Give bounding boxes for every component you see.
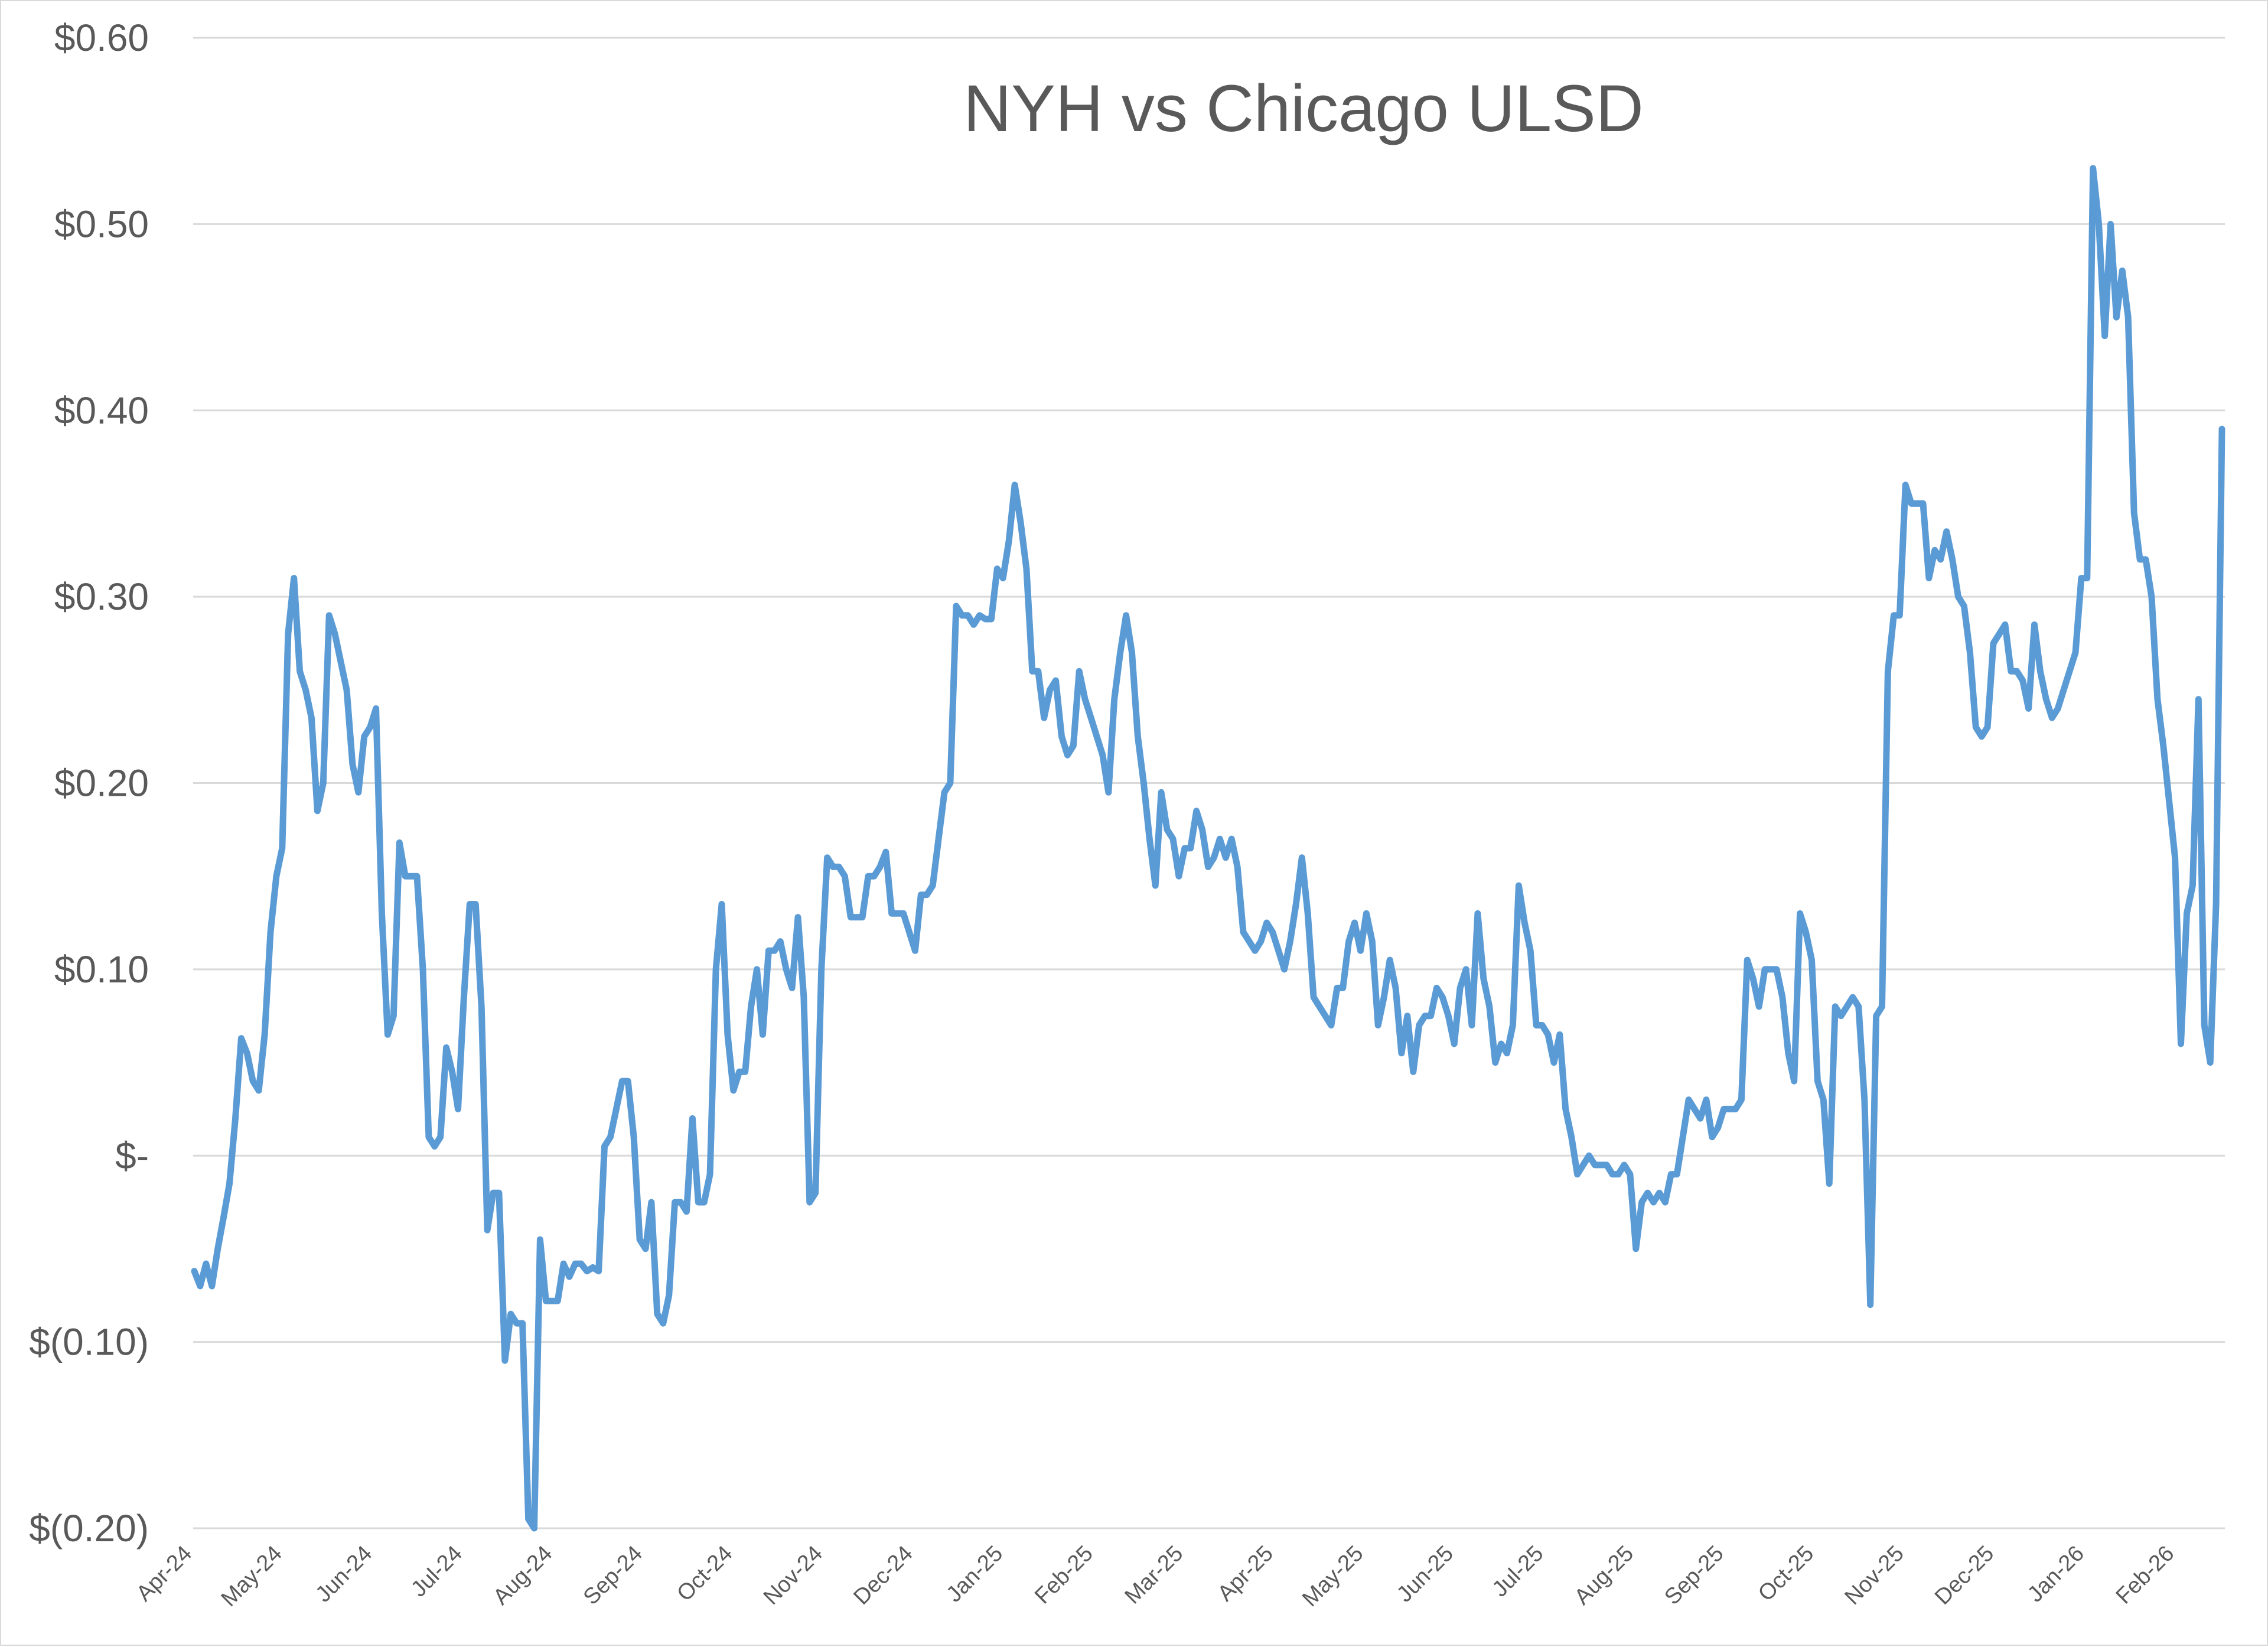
y-tick-label: $0.10 — [54, 948, 149, 991]
x-tick-label: Jul-25 — [1488, 1541, 1549, 1602]
x-tick-label: Oct-25 — [1754, 1541, 1819, 1606]
x-tick-label: Sep-25 — [1660, 1541, 1728, 1610]
y-tick-label: $0.30 — [54, 575, 149, 618]
x-tick-label: Jun-24 — [311, 1541, 377, 1607]
x-tick-label: Feb-26 — [2111, 1541, 2179, 1609]
x-tick-label: May-24 — [217, 1541, 287, 1612]
x-tick-label: Jul-24 — [406, 1541, 467, 1602]
y-tick-label: $0.50 — [54, 203, 149, 245]
x-tick-label: Aug-25 — [1570, 1541, 1638, 1610]
x-tick-label: Jun-25 — [1392, 1541, 1458, 1607]
series-layer — [191, 165, 2225, 1532]
series-line — [191, 165, 2225, 1532]
gridlines — [193, 37, 2225, 1529]
y-tick-label: $(0.10) — [29, 1321, 149, 1363]
y-tick-label: $0.40 — [54, 389, 149, 432]
x-tick-label: Nov-25 — [1840, 1541, 1908, 1610]
x-axis-tick-labels: Apr-24 May-24 Jun-24 Jul-24 Aug-24 Sep-24 Oct-… — [132, 1541, 2179, 1612]
x-tick-label: Mar-25 — [1120, 1541, 1188, 1609]
y-tick-label: $0.60 — [54, 17, 149, 59]
x-tick-label: Jan-26 — [2023, 1541, 2089, 1607]
x-tick-label: Oct-24 — [672, 1541, 737, 1606]
x-tick-label: Feb-25 — [1030, 1541, 1098, 1609]
x-tick-label: Dec-24 — [849, 1541, 917, 1610]
x-tick-label: Dec-25 — [1930, 1541, 1999, 1610]
y-tick-label: $(0.20) — [29, 1507, 149, 1550]
x-tick-label: Apr-25 — [1213, 1541, 1278, 1606]
y-axis-tick-labels: $0.60 $0.50 $0.40 $0.30 $0.20 $0.10 $- $(0.10) $… — [29, 17, 149, 1550]
x-tick-label: Apr-24 — [132, 1541, 197, 1606]
chart-title: NYH vs Chicago ULSD — [963, 71, 1644, 145]
y-tick-label: $- — [115, 1134, 149, 1177]
x-tick-label: May-25 — [1298, 1541, 1368, 1612]
x-tick-label: Aug-24 — [488, 1541, 557, 1610]
x-tick-label: Jan-25 — [941, 1541, 1008, 1607]
y-tick-label: $0.20 — [54, 762, 149, 805]
x-tick-label: Nov-24 — [759, 1541, 827, 1610]
x-tick-label: Sep-24 — [579, 1541, 647, 1610]
